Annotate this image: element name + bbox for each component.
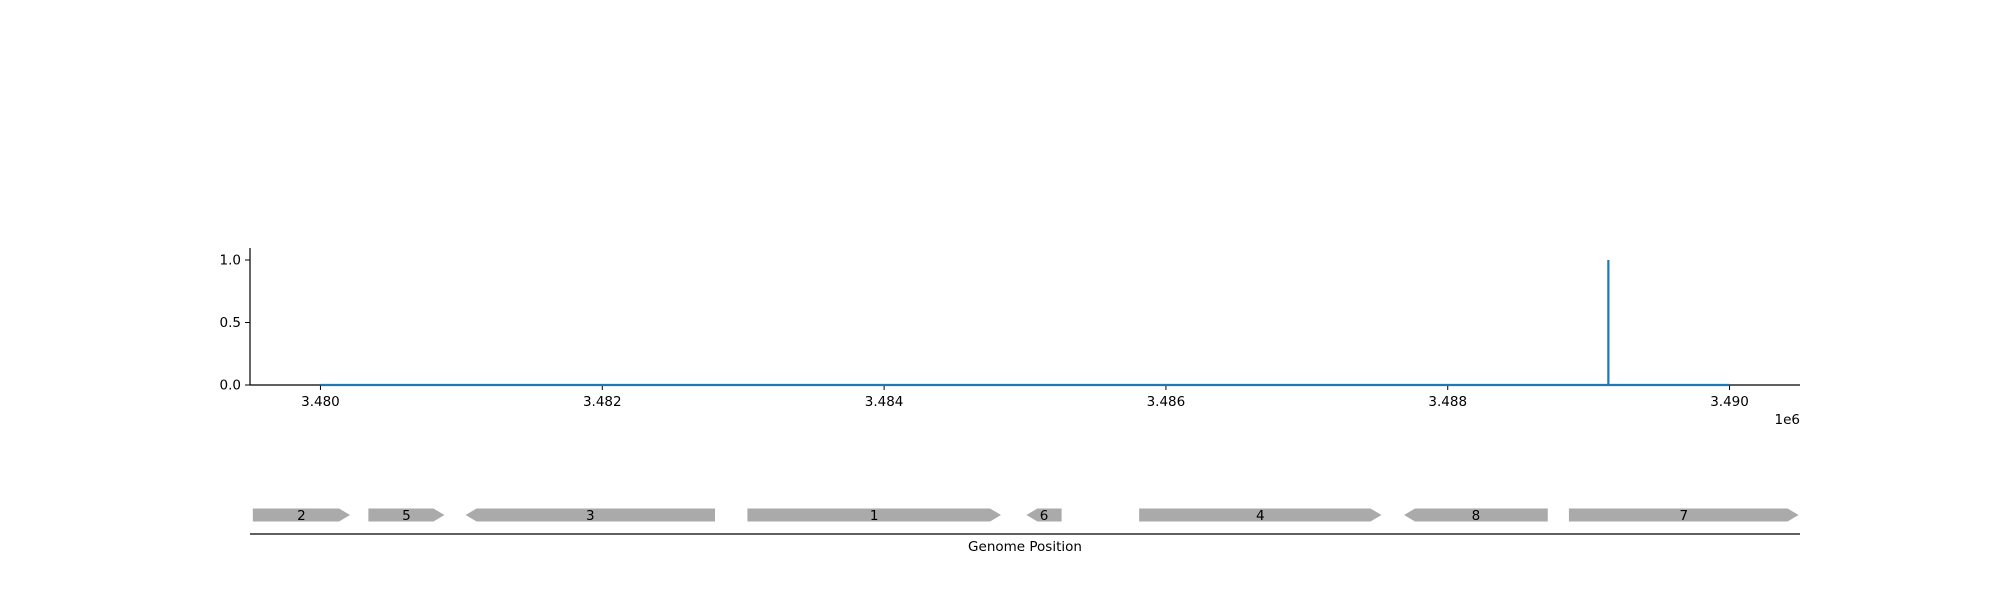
y-tick-label: 0.0 [220, 378, 241, 394]
gene-arrow [368, 508, 445, 522]
gene-arrow [252, 508, 351, 522]
gene-label: 5 [402, 508, 411, 524]
gene-label: 2 [297, 508, 306, 524]
gene-arrow [1404, 508, 1548, 522]
coverage-series-line [320, 260, 1730, 387]
x-tick-label: 3.486 [1147, 394, 1186, 410]
gene-label: 3 [586, 508, 595, 524]
x-tick-label: 3.488 [1428, 394, 1467, 410]
gene-arrow [1026, 508, 1062, 522]
gene-track-axes: 2 5 3 1 6 4 8 7 Genome Position [250, 508, 1800, 555]
gene-label: 6 [1040, 508, 1049, 524]
y-tick-label: 1.0 [220, 253, 241, 269]
x-tick-label: 3.484 [865, 394, 904, 410]
gene-arrow [747, 508, 1002, 522]
gene-label: 1 [870, 508, 879, 524]
gene-label: 4 [1256, 508, 1265, 524]
x-tick-label: 3.482 [583, 394, 622, 410]
gene-label: 8 [1472, 508, 1481, 524]
x-tick-label: 3.480 [301, 394, 340, 410]
gene-arrow [1139, 508, 1382, 522]
gene-arrow [465, 508, 715, 522]
x-tick-label: 3.490 [1710, 394, 1749, 410]
gene-label: 7 [1679, 508, 1688, 524]
y-tick-label: 0.5 [220, 315, 241, 331]
gene-track-xlabel: Genome Position [968, 539, 1082, 555]
gene-arrow [1568, 508, 1799, 522]
coverage-axes: 0.0 0.5 1.0 3.480 3.482 3.484 3.486 3.488 3.490 1… [220, 248, 1800, 428]
x-offset-label: 1e6 [1775, 412, 1800, 428]
